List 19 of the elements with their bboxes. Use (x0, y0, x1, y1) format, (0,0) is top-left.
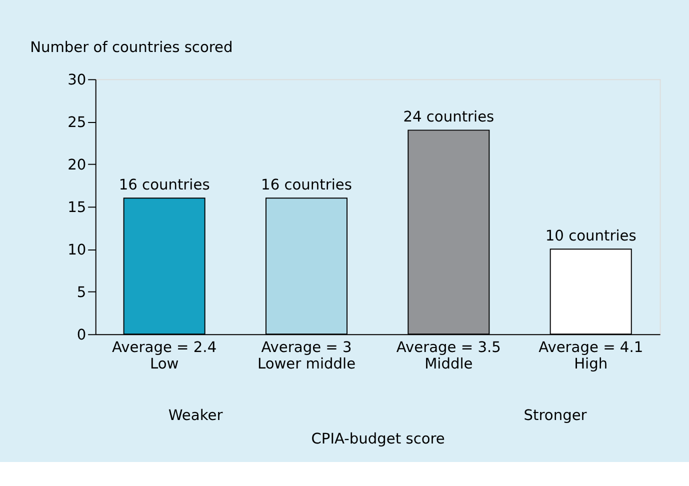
data-label: 16 countries (118, 176, 210, 194)
x-tick-label: Average = 4.1 High (538, 339, 644, 373)
y-tick-label: 15 (68, 199, 86, 216)
y-tick-label: 30 (68, 72, 86, 89)
y-tick-label: 5 (76, 284, 86, 302)
x-tick-label: Average = 3 Lower middle (257, 339, 356, 373)
x-tick-label: Average = 3.5 Middle (396, 339, 501, 373)
text: Weaker (168, 406, 223, 424)
data-label: 10 countries (545, 227, 636, 244)
chart-title: Number of countries scored (30, 38, 233, 56)
y-tick-label: 10 (68, 242, 86, 259)
text: Stronger (524, 406, 587, 424)
y-tick-label: 20 (68, 156, 86, 174)
data-label: 24 countries (403, 108, 494, 126)
y-tick-label: 25 (68, 114, 86, 132)
y-tick-label: 0 (76, 326, 86, 344)
data-label: 16 countries (261, 176, 352, 194)
x-axis-title: CPIA-budget score (311, 430, 445, 448)
x-tick-label: Average = 2.4 Low (112, 339, 217, 373)
